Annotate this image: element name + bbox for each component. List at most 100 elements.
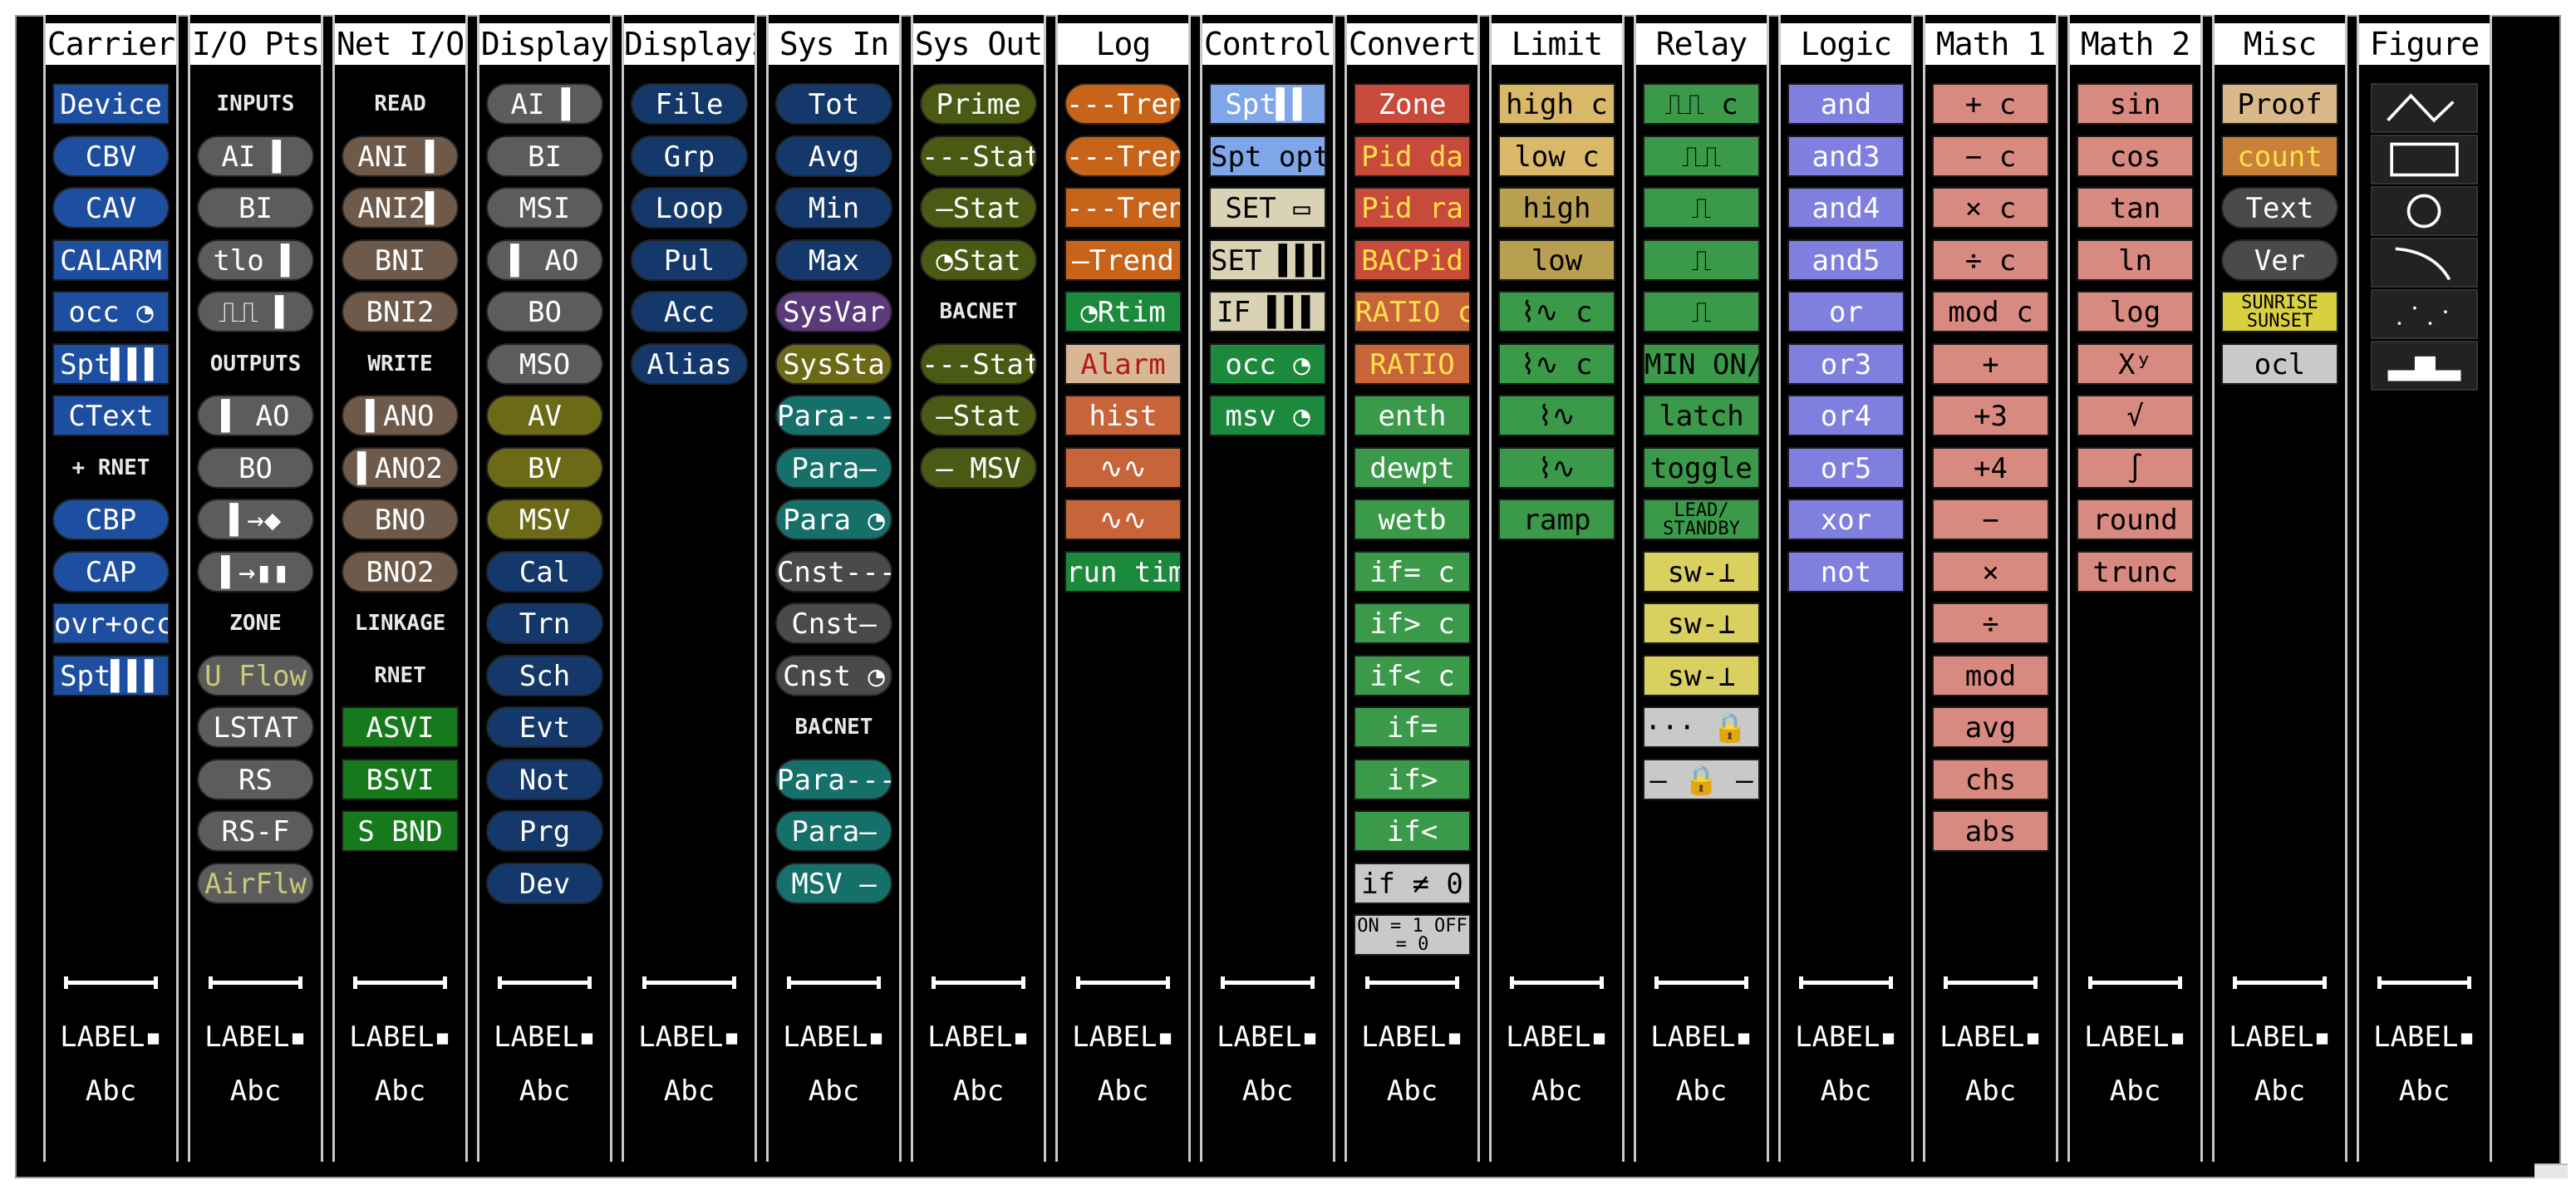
palette-tool[interactable]: ⌇∿ <box>1498 395 1615 436</box>
palette-tool[interactable]: ---Stat <box>920 342 1037 385</box>
palette-tool[interactable]: S BND <box>342 810 459 852</box>
palette-tool[interactable]: AirFlw <box>197 862 314 904</box>
palette-tool[interactable]: ▌ANO2 <box>342 446 459 489</box>
palette-tool[interactable]: Spt▌▌▌ <box>52 342 170 385</box>
palette-tool[interactable]: ▌→◆ <box>197 499 314 540</box>
palette-tool[interactable]: BNO <box>342 499 459 540</box>
palette-tool[interactable]: —Stat <box>920 187 1037 229</box>
palette-tool[interactable]: ---Stat <box>920 135 1037 177</box>
palette-tool[interactable]: Grp <box>631 135 748 177</box>
column-header[interactable]: Convert <box>1347 23 1477 65</box>
line-tool-icon[interactable] <box>64 976 158 989</box>
dots-icon[interactable] <box>2371 289 2478 339</box>
palette-tool[interactable]: BI <box>486 135 603 177</box>
column-header[interactable]: Log <box>1058 23 1188 65</box>
palette-tool[interactable]: ▌ AO <box>486 239 603 281</box>
palette-tool[interactable]: Ver <box>2221 239 2338 281</box>
palette-tool[interactable]: SUNRISE SUNSET <box>2221 291 2338 332</box>
palette-tool[interactable]: File <box>631 83 748 125</box>
palette-tool[interactable]: MSI <box>486 187 603 229</box>
label-tool[interactable]: LABEL▪ <box>783 1020 885 1054</box>
label-tool[interactable]: LABEL▪ <box>1795 1020 1897 1054</box>
label-tool[interactable]: LABEL▪ <box>2229 1020 2331 1054</box>
label-tool[interactable]: LABEL▪ <box>60 1020 162 1054</box>
palette-tool[interactable]: msv ◔ <box>1209 395 1326 436</box>
palette-tool[interactable]: sin <box>2077 83 2194 125</box>
palette-tool[interactable]: SET ▭ <box>1209 187 1326 229</box>
column-header[interactable]: Control <box>1202 23 1333 65</box>
palette-tool[interactable]: hist <box>1064 395 1182 436</box>
palette-tool[interactable]: Para--- <box>775 758 892 800</box>
palette-tool[interactable]: toggle <box>1643 446 1760 489</box>
palette-tool[interactable]: − c <box>1932 135 2049 177</box>
palette-tool[interactable]: Prg <box>486 810 603 852</box>
label-tool[interactable]: LABEL▪ <box>638 1020 740 1054</box>
palette-tool[interactable]: ⎍ <box>1643 239 1760 281</box>
line-tool-icon[interactable] <box>1076 976 1170 989</box>
line-tool-icon[interactable] <box>1654 976 1748 989</box>
palette-tool[interactable]: BV <box>486 446 603 489</box>
palette-tool[interactable]: tan <box>2077 187 2194 229</box>
palette-tool[interactable]: and3 <box>1787 135 1905 177</box>
label-tool[interactable]: LABEL▪ <box>204 1020 307 1054</box>
palette-tool[interactable]: Para— <box>775 810 892 852</box>
palette-tool[interactable]: +3 <box>1932 395 2049 436</box>
palette-tool[interactable]: Text <box>2221 187 2338 229</box>
palette-tool[interactable]: ⎍ <box>1643 187 1760 229</box>
palette-tool[interactable]: Alias <box>631 342 748 385</box>
palette-tool[interactable]: ∿∿ <box>1064 446 1182 489</box>
palette-tool[interactable]: occ ◔ <box>52 291 170 332</box>
palette-tool[interactable]: CBV <box>52 135 170 177</box>
palette-tool[interactable]: or5 <box>1787 446 1905 489</box>
palette-tool[interactable]: BO <box>197 446 314 489</box>
column-header[interactable]: Carrier <box>46 23 176 65</box>
palette-tool[interactable]: ---Trend <box>1064 135 1182 177</box>
text-tool[interactable]: Abc <box>1675 1075 1728 1108</box>
palette-tool[interactable]: ⎍⎍ c <box>1643 83 1760 125</box>
palette-tool[interactable]: ANI2▌ <box>342 187 459 229</box>
palette-tool[interactable]: ▌ANO <box>342 395 459 436</box>
palette-tool[interactable]: latch <box>1643 395 1760 436</box>
palette-tool[interactable]: ⎍⎍ <box>1643 135 1760 177</box>
palette-tool[interactable]: RS-F <box>197 810 314 852</box>
column-header[interactable]: Display2 <box>624 23 755 65</box>
palette-tool[interactable]: RS <box>197 758 314 800</box>
text-tool[interactable]: Abc <box>663 1075 715 1108</box>
label-tool[interactable]: LABEL▪ <box>1072 1020 1174 1054</box>
palette-tool[interactable]: SysVar <box>775 291 892 332</box>
palette-tool[interactable]: Not <box>486 758 603 800</box>
palette-tool[interactable]: MIN ON/OFF <box>1643 342 1760 385</box>
palette-tool[interactable]: ◔Rtim <box>1064 291 1182 332</box>
zigzag-icon[interactable] <box>2371 83 2478 133</box>
palette-tool[interactable]: mod c <box>1932 291 2049 332</box>
palette-tool[interactable]: Avg <box>775 135 892 177</box>
column-header[interactable]: Misc <box>2215 23 2345 65</box>
label-tool[interactable]: LABEL▪ <box>1361 1020 1463 1054</box>
text-tool[interactable]: Abc <box>229 1075 282 1108</box>
label-tool[interactable]: LABEL▪ <box>2084 1020 2186 1054</box>
palette-tool[interactable]: CALARM <box>52 239 170 281</box>
palette-tool[interactable]: Loop <box>631 187 748 229</box>
palette-tool[interactable]: sw-⊥ <box>1643 602 1760 644</box>
palette-tool[interactable]: − <box>1932 499 2049 540</box>
line-tool-icon[interactable] <box>353 976 447 989</box>
palette-tool[interactable]: √ <box>2077 395 2194 436</box>
label-tool[interactable]: LABEL▪ <box>349 1020 451 1054</box>
palette-tool[interactable]: ⎍ <box>1643 291 1760 332</box>
palette-tool[interactable]: ocl <box>2221 342 2338 385</box>
palette-tool[interactable]: Max <box>775 239 892 281</box>
palette-tool[interactable]: ▌ AO <box>197 395 314 436</box>
palette-tool[interactable]: —Stat <box>920 395 1037 436</box>
palette-tool[interactable]: and <box>1787 83 1905 125</box>
palette-tool[interactable]: Prime <box>920 83 1037 125</box>
text-tool[interactable]: Abc <box>519 1075 571 1108</box>
palette-tool[interactable]: not <box>1787 550 1905 593</box>
text-tool[interactable]: Abc <box>374 1075 426 1108</box>
palette-tool[interactable]: ON = 1 OFF = 0 <box>1354 914 1471 956</box>
palette-tool[interactable]: ln <box>2077 239 2194 281</box>
palette-tool[interactable]: + c <box>1932 83 2049 125</box>
palette-tool[interactable]: RATIO c <box>1354 291 1471 332</box>
palette-tool[interactable]: BNO2 <box>342 550 459 593</box>
text-tool[interactable]: Abc <box>1241 1075 1294 1108</box>
palette-tool[interactable]: ANI ▌ <box>342 135 459 177</box>
